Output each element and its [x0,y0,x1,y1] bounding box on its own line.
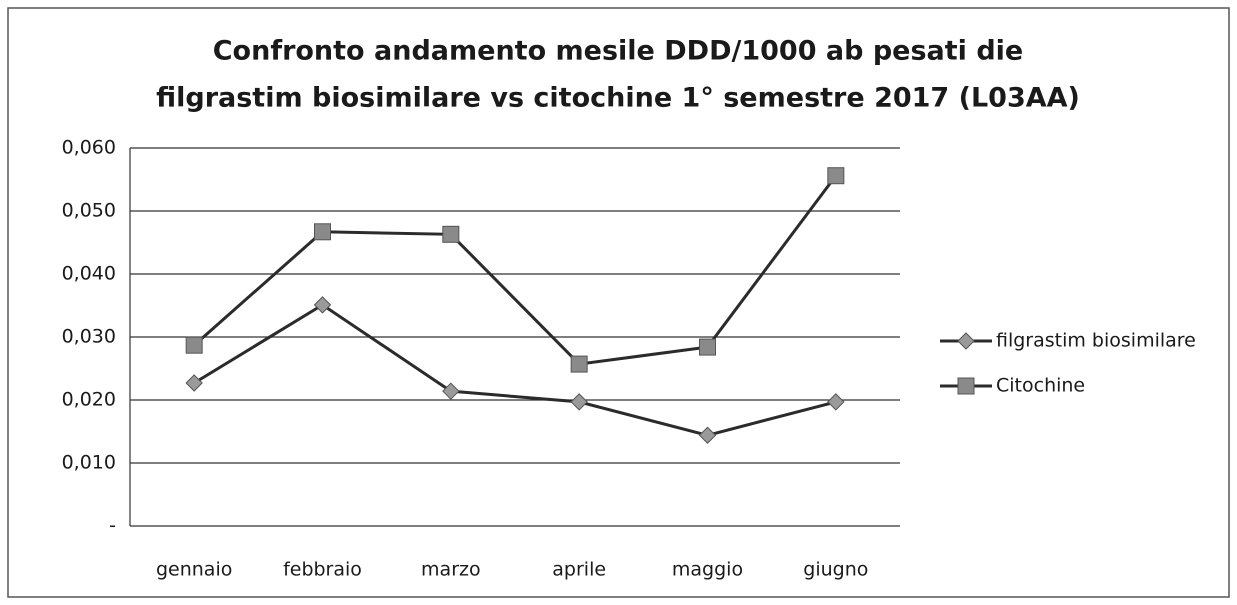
marker [699,338,716,356]
y-tick-label: 0,010 [62,452,116,474]
marker [442,225,460,243]
x-tick-label: febbraio [283,559,362,581]
y-tick-label: 0,020 [62,389,116,411]
x-tick-label: aprile [552,559,606,581]
marker [827,167,845,185]
x-tick-label: giugno [803,559,868,581]
marker [957,377,975,395]
marker [570,355,588,373]
series-line [193,174,838,366]
marker [314,223,331,241]
marker [442,382,460,400]
series-line [193,303,837,437]
chart-title: Confronto andamento mesile DDD/1000 ab p… [213,36,1024,67]
y-tick-label: - [109,515,116,537]
chart-title: filgrastim biosimilare vs citochine 1° s… [156,83,1080,114]
marker [570,393,588,411]
y-tick-label: 0,030 [62,326,116,348]
y-tick-label: 0,050 [62,200,116,222]
legend-label: Citochine [996,375,1085,397]
x-tick-label: maggio [672,559,743,581]
marker [185,374,203,392]
y-tick-label: 0,040 [62,263,116,285]
chart-frame [7,7,1230,598]
x-tick-label: marzo [421,559,481,581]
marker [313,296,332,314]
marker [957,332,975,350]
y-tick-label: 0,060 [62,137,116,159]
marker [698,426,717,444]
marker [185,336,203,354]
x-tick-label: gennaio [156,559,232,581]
legend-label: filgrastim biosimilare [996,330,1196,352]
marker [827,393,845,411]
